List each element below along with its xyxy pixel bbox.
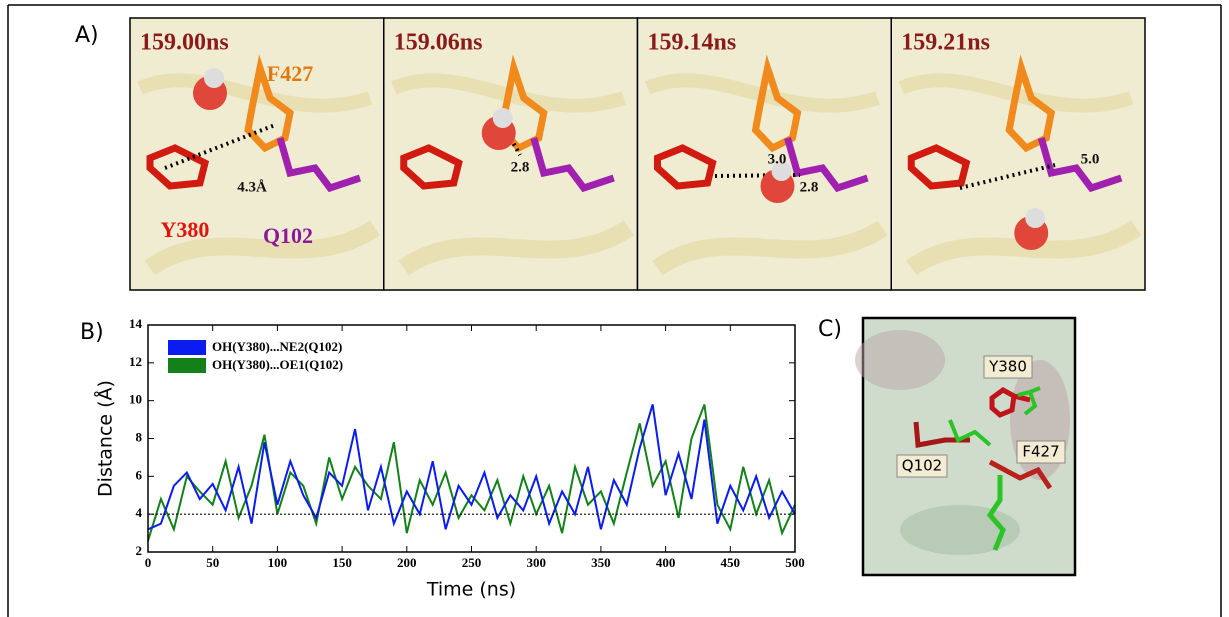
ribbon	[906, 220, 1142, 276]
ribbon	[898, 73, 1134, 113]
ribbon	[398, 220, 634, 276]
residue-stick	[948, 419, 992, 447]
y-tick-label: 2	[136, 543, 143, 558]
ribbon	[652, 220, 888, 276]
y-tick-label: 10	[129, 392, 142, 407]
residue-label: Q102	[263, 223, 313, 248]
residue-label: Y380	[161, 217, 210, 242]
ribbon	[391, 73, 626, 113]
water-hydrogen	[492, 108, 513, 128]
distance-label: 3.0	[768, 151, 787, 167]
x-tick-label: 0	[145, 555, 152, 570]
ribbon	[855, 330, 945, 390]
legend-swatch	[168, 340, 206, 355]
x-tick-label: 100	[268, 555, 288, 570]
x-tick-label: 450	[721, 555, 741, 570]
residue-stick	[988, 459, 1053, 490]
residue-stick	[1037, 137, 1123, 193]
panel-a: 159.00ns 4.3Å 159.06ns 2.8 159.14ns 3.0 2.8 159…	[129, 17, 1146, 291]
x-tick-label: 150	[332, 555, 352, 570]
label-box	[1016, 440, 1066, 464]
residue-stick	[530, 137, 615, 193]
water-hydrogen	[771, 161, 792, 181]
y-tick-label: 12	[129, 354, 142, 369]
ribbon	[144, 220, 380, 276]
water-hydrogen	[1025, 208, 1046, 228]
snapshot-time: 159.00ns	[140, 30, 229, 56]
label-box	[983, 355, 1033, 379]
distance-label: 5.0	[1081, 151, 1100, 167]
y-tick-label: 6	[136, 467, 143, 482]
hbond	[503, 127, 522, 156]
hbond	[714, 173, 801, 178]
ribbon	[644, 73, 880, 113]
label-box	[896, 454, 948, 478]
plot-frame	[147, 324, 796, 553]
legend-label: OH(Y380)...NE2(Q102)	[212, 339, 342, 354]
residue-stick	[751, 54, 802, 153]
snapshot-time: 159.06ns	[394, 30, 483, 56]
x-tick-label: 500	[785, 555, 805, 570]
y-axis-label: Distance (Å)	[94, 380, 117, 497]
residue-label: Q102	[902, 457, 942, 475]
hbond	[164, 123, 276, 170]
x-tick-label: 250	[462, 555, 482, 570]
x-tick-label: 200	[397, 555, 417, 570]
x-tick-label: 350	[591, 555, 611, 570]
residue-label: Y380	[988, 358, 1027, 376]
panel-c: Y380 F427 Q102	[855, 316, 1077, 577]
snapshot-time: 159.14ns	[648, 30, 737, 56]
panel-label: C)	[818, 317, 842, 342]
legend-label: OH(Y380)...OE1(Q102)	[212, 357, 343, 372]
distance-label: 2.8	[800, 179, 819, 195]
ribbon	[137, 73, 373, 113]
snapshot-time: 159.21ns	[901, 30, 990, 56]
hbond	[959, 163, 1056, 190]
series-line	[147, 404, 796, 541]
water-hydrogen	[204, 68, 224, 88]
residue-stick	[276, 137, 362, 193]
distance-label: 4.3Å	[237, 179, 267, 195]
x-tick-label: 400	[656, 555, 676, 570]
y-tick-label: 4	[136, 505, 143, 520]
residue-stick	[654, 144, 717, 190]
residue-stick	[400, 144, 463, 190]
residue-label: F427	[1022, 443, 1059, 461]
residue-stick	[989, 387, 1031, 418]
legend-swatch	[168, 358, 206, 373]
y-tick-label: 14	[129, 316, 143, 331]
residue-stick	[1005, 54, 1056, 153]
series-line	[147, 404, 796, 531]
residue-stick	[146, 144, 210, 190]
x-axis-label: Time (ns)	[426, 579, 516, 601]
x-tick-label: 300	[526, 555, 546, 570]
residue-stick	[244, 54, 294, 153]
chart: 2 4 6 8 10 12 14 0 50 100 150 200 250 300 350 400 450 500…	[94, 316, 805, 601]
panel-label: A)	[75, 23, 99, 48]
distance-label: 2.8	[511, 159, 530, 175]
residue-stick	[784, 137, 869, 193]
residue-stick	[1017, 386, 1041, 416]
y-tick-label: 8	[136, 429, 143, 444]
residue-label: F427	[267, 61, 313, 86]
panel-label: B)	[80, 320, 104, 345]
x-tick-label: 50	[206, 555, 219, 570]
residue-stick	[986, 475, 1006, 551]
residue-stick	[907, 144, 971, 190]
